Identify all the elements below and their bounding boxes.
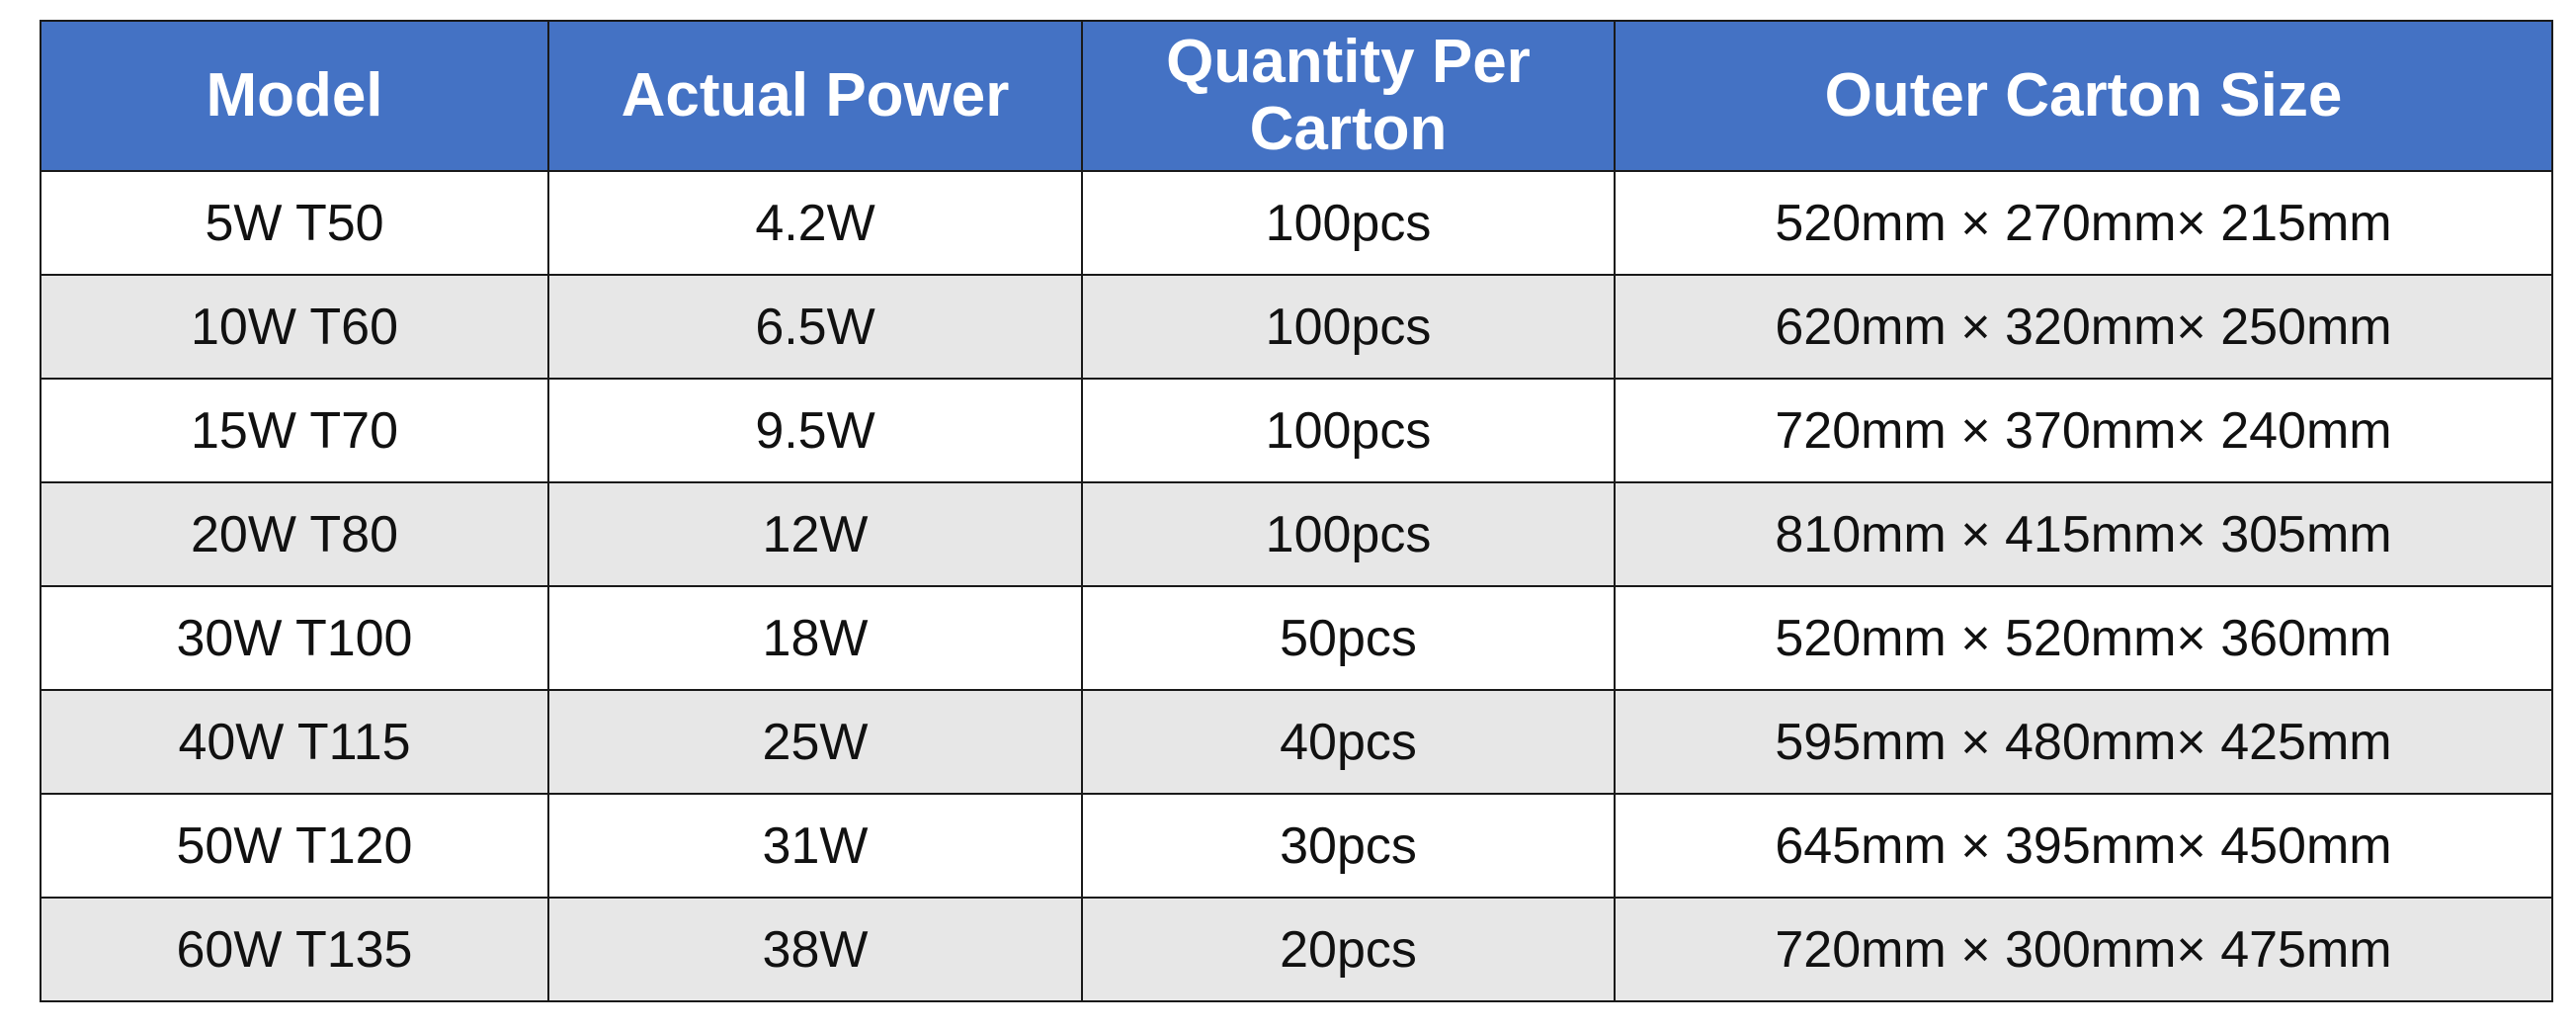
table-cell: 15W T70	[40, 378, 549, 483]
table-row: 15W T70 9.5W 100pcs 720mm × 370mm× 240mm	[40, 378, 2553, 483]
table-cell: 720mm × 370mm× 240mm	[1614, 378, 2553, 483]
table-cell: 30W T100	[40, 585, 549, 691]
table-cell: 31W	[547, 793, 1083, 899]
header-row: Model Actual Power Quantity Per Carton Oute…	[40, 20, 2553, 172]
header-cell: Model	[40, 20, 549, 172]
table-cell: 595mm × 480mm× 425mm	[1614, 689, 2553, 795]
table-row: 10W T60 6.5W 100pcs 620mm × 320mm× 250mm	[40, 274, 2553, 380]
table-cell: 6.5W	[547, 274, 1083, 380]
table-cell: 520mm × 270mm× 215mm	[1614, 170, 2553, 276]
table-row: 20W T80 12W 100pcs 810mm × 415mm× 305mm	[40, 481, 2553, 587]
table-cell: 4.2W	[547, 170, 1083, 276]
table-row: 50W T120 31W 30pcs 645mm × 395mm× 450mm	[40, 793, 2553, 899]
table-cell: 38W	[547, 897, 1083, 1002]
table-cell: 10W T60	[40, 274, 549, 380]
table-cell: 100pcs	[1081, 378, 1616, 483]
table-row: 5W T50 4.2W 100pcs 520mm × 270mm× 215mm	[40, 170, 2553, 276]
table-cell: 810mm × 415mm× 305mm	[1614, 481, 2553, 587]
table-cell: 645mm × 395mm× 450mm	[1614, 793, 2553, 899]
table-cell: 12W	[547, 481, 1083, 587]
table-cell: 50W T120	[40, 793, 549, 899]
table-cell: 20pcs	[1081, 897, 1616, 1002]
table-cell: 5W T50	[40, 170, 549, 276]
table-cell: 100pcs	[1081, 481, 1616, 587]
table-cell: 20W T80	[40, 481, 549, 587]
table-cell: 18W	[547, 585, 1083, 691]
table-cell: 25W	[547, 689, 1083, 795]
table-container: Model Actual Power Quantity Per Carton Oute…	[40, 20, 2553, 1002]
table-cell: 30pcs	[1081, 793, 1616, 899]
table-cell: 60W T135	[40, 897, 549, 1002]
table-cell: 100pcs	[1081, 274, 1616, 380]
table-row: 40W T115 25W 40pcs 595mm × 480mm× 425mm	[40, 689, 2553, 795]
table-cell: 720mm × 300mm× 475mm	[1614, 897, 2553, 1002]
header-cell: Actual Power	[547, 20, 1083, 172]
spec-table: Model Actual Power Quantity Per Carton Oute…	[40, 20, 2553, 1002]
table-body: 5W T50 4.2W 100pcs 520mm × 270mm× 215mm 10W …	[40, 170, 2553, 1002]
table-cell: 9.5W	[547, 378, 1083, 483]
header-cell: Outer Carton Size	[1614, 20, 2553, 172]
table-cell: 100pcs	[1081, 170, 1616, 276]
table-cell: 620mm × 320mm× 250mm	[1614, 274, 2553, 380]
table-cell: 50pcs	[1081, 585, 1616, 691]
table-cell: 40pcs	[1081, 689, 1616, 795]
table-row: 60W T135 38W 20pcs 720mm × 300mm× 475mm	[40, 897, 2553, 1002]
table-cell: 520mm × 520mm× 360mm	[1614, 585, 2553, 691]
header-cell: Quantity Per Carton	[1081, 20, 1616, 172]
table-cell: 40W T115	[40, 689, 549, 795]
table-row: 30W T100 18W 50pcs 520mm × 520mm× 360mm	[40, 585, 2553, 691]
